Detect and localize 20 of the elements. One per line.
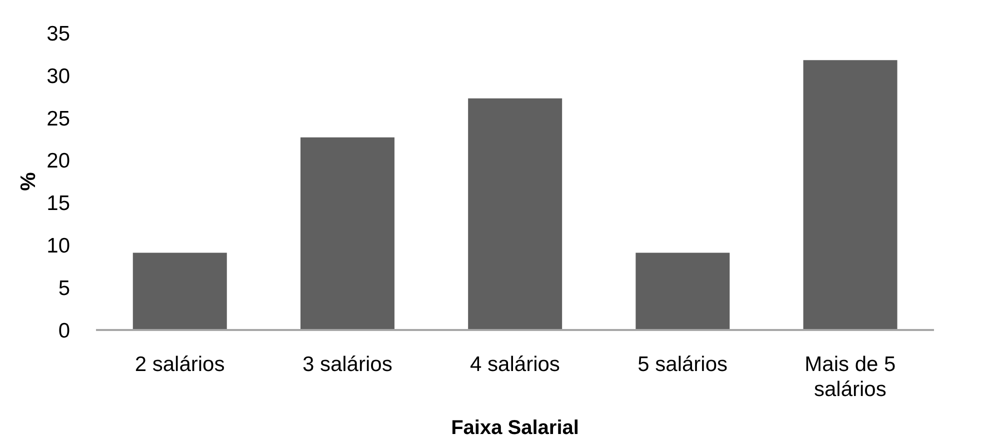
y-axis-title: % — [16, 172, 40, 191]
y-tick-label: 10 — [46, 234, 70, 258]
y-tick-label: 30 — [46, 64, 70, 88]
y-tick-label: 15 — [46, 192, 70, 216]
x-tick-label: Mais de 5 salários — [804, 352, 896, 402]
bar — [468, 98, 562, 330]
y-tick-label: 20 — [46, 150, 70, 173]
x-tick-label: 2 salários — [134, 352, 225, 376]
x-tick-label: 3 salários — [302, 352, 392, 376]
bar — [300, 137, 394, 330]
bar — [636, 252, 730, 330]
y-tick-label: 0 — [58, 319, 70, 342]
y-tick-label: 5 — [58, 277, 70, 300]
bar — [132, 252, 227, 330]
x-axis-title: Faixa Salarial — [451, 417, 579, 439]
y-tick-label: 35 — [46, 22, 70, 46]
bar — [803, 60, 898, 330]
y-tick-label: 25 — [46, 107, 70, 130]
x-tick-label: 5 salários — [638, 352, 728, 376]
x-tick-label: 4 salários — [470, 352, 560, 376]
